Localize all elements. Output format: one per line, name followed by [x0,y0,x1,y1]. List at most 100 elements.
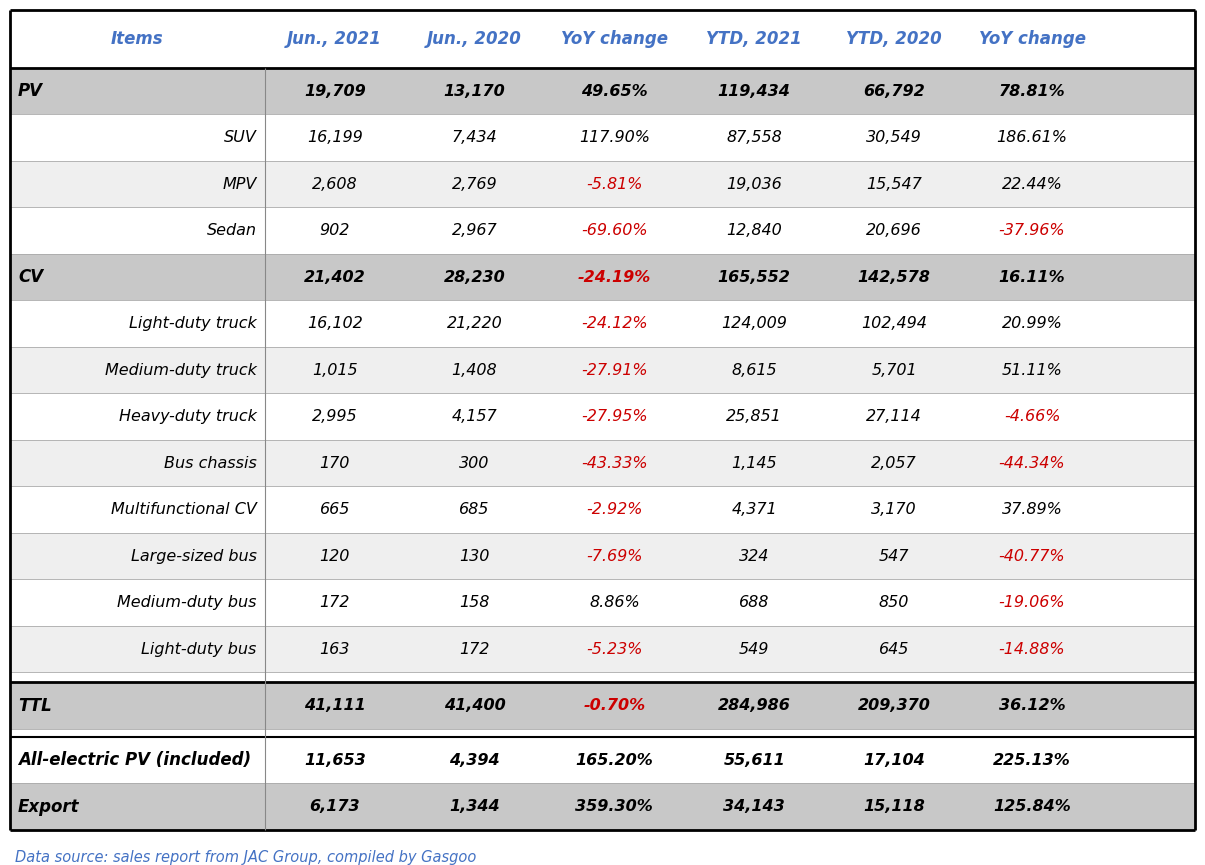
Text: 547: 547 [878,548,910,564]
Text: 688: 688 [739,595,769,610]
Text: 21,220: 21,220 [447,317,502,331]
Bar [10,682,1195,729]
Text: 19,036: 19,036 [727,176,782,192]
Bar [10,580,1195,626]
Text: Heavy-duty truck: Heavy-duty truck [119,409,257,424]
Text: 125.84%: 125.84% [993,799,1071,814]
Text: 165.20%: 165.20% [576,753,653,768]
Text: -0.70%: -0.70% [583,698,646,714]
Bar [10,68,1195,114]
Text: Medium-duty bus: Medium-duty bus [117,595,257,610]
Text: 87,558: 87,558 [727,131,782,145]
Text: 902: 902 [319,223,349,238]
Text: 20.99%: 20.99% [1001,317,1063,331]
Text: 16.11%: 16.11% [999,270,1065,285]
Text: 165,552: 165,552 [718,270,790,285]
Text: 16,199: 16,199 [307,131,363,145]
Text: 27,114: 27,114 [866,409,922,424]
Text: Large-sized bus: Large-sized bus [131,548,257,564]
Text: -43.33%: -43.33% [581,456,647,471]
Text: PV: PV [18,82,43,100]
Text: 11,653: 11,653 [304,753,365,768]
Text: 15,118: 15,118 [863,799,925,814]
Text: 172: 172 [319,595,349,610]
Text: 2,967: 2,967 [452,223,498,238]
Text: 22.44%: 22.44% [1001,176,1063,192]
Text: -24.19%: -24.19% [577,270,651,285]
Text: 36.12%: 36.12% [999,698,1065,714]
Text: 1,145: 1,145 [731,456,777,471]
Text: 4,371: 4,371 [731,503,777,517]
Text: 51.11%: 51.11% [1001,362,1063,378]
Bar [10,737,1195,784]
Text: YTD, 2021: YTD, 2021 [706,30,803,48]
Text: 850: 850 [878,595,910,610]
Text: 13,170: 13,170 [443,84,505,99]
Text: Jun., 2020: Jun., 2020 [427,30,522,48]
Text: 170: 170 [319,456,349,471]
Text: 2,608: 2,608 [312,176,358,192]
Text: -5.23%: -5.23% [586,642,642,657]
Text: Sedan: Sedan [207,223,257,238]
Text: -37.96%: -37.96% [999,223,1065,238]
Text: Items: Items [111,30,164,48]
Text: 119,434: 119,434 [718,84,790,99]
Text: 25,851: 25,851 [727,409,782,424]
Text: -2.92%: -2.92% [586,503,642,517]
Text: YoY change: YoY change [978,30,1086,48]
Text: 20,696: 20,696 [866,223,922,238]
Text: 49.65%: 49.65% [581,84,647,99]
Text: 41,400: 41,400 [443,698,505,714]
Bar [10,254,1195,300]
Text: TTL: TTL [18,696,52,714]
Text: 665: 665 [319,503,349,517]
Text: 17,104: 17,104 [863,753,925,768]
Text: 34,143: 34,143 [723,799,784,814]
Text: -4.66%: -4.66% [1004,409,1060,424]
Text: 1,408: 1,408 [452,362,498,378]
Text: 15,547: 15,547 [866,176,922,192]
Text: 117.90%: 117.90% [578,131,649,145]
Text: 284,986: 284,986 [718,698,790,714]
Text: 28,230: 28,230 [443,270,505,285]
Text: 5,701: 5,701 [871,362,917,378]
Text: 12,840: 12,840 [727,223,782,238]
Text: 6,173: 6,173 [310,799,360,814]
Text: 549: 549 [739,642,769,657]
Text: Data source: sales report from JAC Group, compiled by Gasgoo: Data source: sales report from JAC Group… [14,850,476,865]
Text: 142,578: 142,578 [858,270,930,285]
Text: 130: 130 [459,548,489,564]
Text: 359.30%: 359.30% [576,799,653,814]
Bar [10,161,1195,208]
Text: -40.77%: -40.77% [999,548,1065,564]
Text: YoY change: YoY change [560,30,668,48]
Text: 225.13%: 225.13% [993,753,1071,768]
Text: 120: 120 [319,548,349,564]
Text: 1,344: 1,344 [449,799,500,814]
Text: 7,434: 7,434 [452,131,498,145]
Text: 158: 158 [459,595,489,610]
Text: -7.69%: -7.69% [586,548,642,564]
Bar [10,533,1195,580]
Text: 2,769: 2,769 [452,176,498,192]
Text: 4,157: 4,157 [452,409,498,424]
Bar [10,347,1195,394]
Text: 8,615: 8,615 [731,362,777,378]
Text: Bus chassis: Bus chassis [164,456,257,471]
Text: CV: CV [18,268,43,286]
Bar [10,300,1195,347]
Text: MPV: MPV [223,176,257,192]
Text: 4,394: 4,394 [449,753,500,768]
Text: 1,015: 1,015 [312,362,358,378]
Text: 685: 685 [459,503,489,517]
Text: 37.89%: 37.89% [1001,503,1063,517]
Text: 124,009: 124,009 [722,317,787,331]
Text: -5.81%: -5.81% [586,176,642,192]
Text: 8.86%: 8.86% [589,595,640,610]
Text: 172: 172 [459,642,489,657]
Bar [10,114,1195,161]
Text: 21,402: 21,402 [304,270,365,285]
Text: 2,995: 2,995 [312,409,358,424]
Text: Multifunctional CV: Multifunctional CV [111,503,257,517]
Text: 209,370: 209,370 [858,698,930,714]
